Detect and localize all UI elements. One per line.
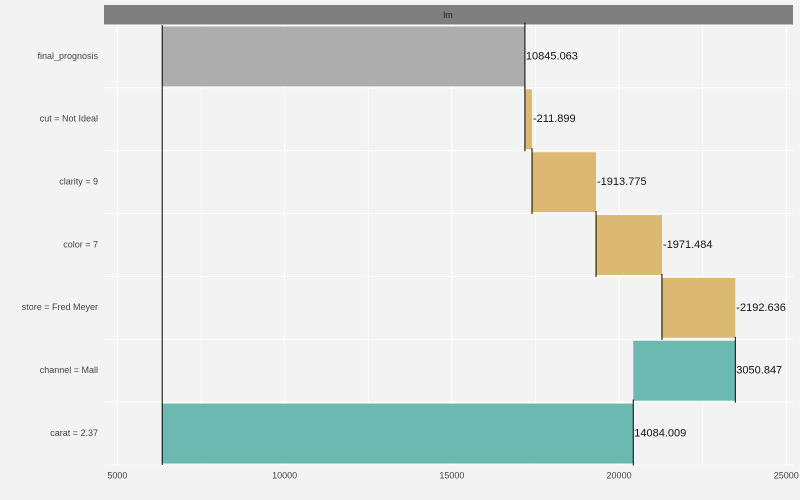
- facet-label: lm: [443, 10, 453, 20]
- y-tick-label: channel = Mall: [40, 365, 98, 375]
- bar: [162, 403, 634, 464]
- x-tick-label: 25000: [774, 470, 799, 480]
- y-tick-label: clarity = 9: [59, 177, 98, 187]
- y-tick-label: store = Fred Meyer: [22, 302, 98, 312]
- facet-strip: [104, 5, 793, 25]
- bar: [532, 152, 597, 213]
- value-label: 10845.063: [526, 50, 578, 62]
- y-tick-label: carat = 2.37: [50, 428, 98, 438]
- bar: [661, 277, 736, 338]
- x-tick-label: 10000: [272, 470, 297, 480]
- value-label: -2192.636: [736, 302, 786, 314]
- bar: [524, 89, 533, 150]
- value-label: 14084.009: [634, 427, 686, 439]
- value-label: -1913.775: [597, 176, 647, 188]
- value-label: 3050.847: [736, 365, 782, 377]
- y-tick-label: cut = Not Ideal: [40, 114, 98, 124]
- x-tick-label: 5000: [107, 470, 127, 480]
- x-tick-label: 15000: [439, 470, 464, 480]
- x-tick-label: 20000: [607, 470, 632, 480]
- bar: [633, 340, 736, 401]
- bar: [596, 215, 662, 275]
- y-tick-label: final_prognosis: [37, 51, 98, 61]
- y-tick-label: color = 7: [63, 239, 98, 249]
- value-label: -211.899: [533, 113, 576, 125]
- bar: [162, 26, 525, 87]
- value-label: -1971.484: [663, 239, 713, 251]
